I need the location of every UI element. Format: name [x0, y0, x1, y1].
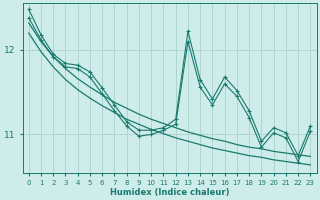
- X-axis label: Humidex (Indice chaleur): Humidex (Indice chaleur): [110, 188, 229, 197]
